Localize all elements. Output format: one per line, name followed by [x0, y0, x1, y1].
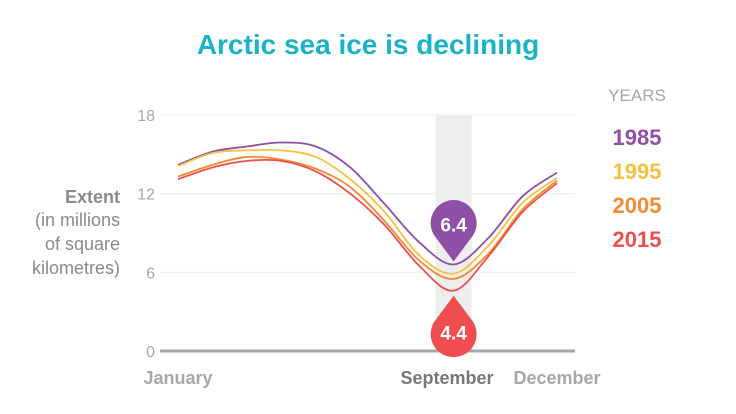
legend-title: YEARS — [608, 86, 666, 105]
x-label-january: January — [143, 368, 212, 388]
chart-title: Arctic sea ice is declining — [197, 29, 539, 60]
legend-item-2015: 2015 — [613, 227, 662, 252]
legend: 1985 1995 2005 2015 — [613, 125, 662, 252]
series-line-2015 — [177, 158, 558, 292]
series-lines — [177, 141, 558, 292]
legend-item-1985: 1985 — [613, 125, 662, 150]
y-tick-label: 6 — [146, 265, 155, 282]
annotation-markers: 6.4 4.4 — [430, 200, 477, 358]
series-line-1985 — [177, 141, 558, 266]
y-tick-label: 12 — [137, 187, 155, 204]
y-axis-label-line-3: kilometres) — [32, 258, 120, 278]
series-line-1995 — [177, 148, 558, 275]
series-line-2005 — [177, 155, 558, 280]
y-tick-labels: 0 6 12 18 — [137, 108, 155, 361]
annotation-6-4: 6.4 — [430, 200, 477, 262]
annotation-4-4: 4.4 — [430, 295, 477, 358]
y-tick-label: 0 — [146, 344, 155, 361]
x-label-december: December — [513, 368, 600, 388]
annotation-label: 6.4 — [440, 215, 467, 236]
y-axis-label-line-2: of square — [45, 234, 120, 254]
annotation-label: 4.4 — [440, 324, 467, 345]
y-axis-label-line-1: (in millions — [35, 210, 120, 230]
legend-item-2005: 2005 — [613, 193, 662, 218]
y-tick-label: 18 — [137, 108, 155, 125]
x-label-september: September — [400, 368, 493, 388]
y-axis-label-bold: Extent — [65, 187, 120, 207]
legend-item-1995: 1995 — [613, 159, 662, 184]
